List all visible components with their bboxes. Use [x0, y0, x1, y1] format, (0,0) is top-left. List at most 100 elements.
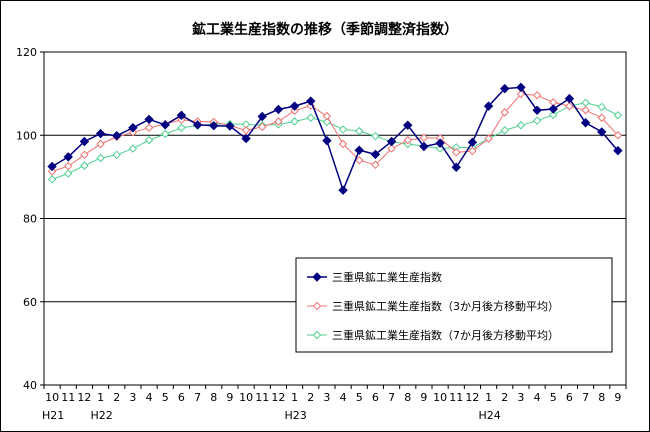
- data-point: [177, 123, 186, 132]
- x-tick-label: 3: [129, 391, 136, 404]
- data-point: [96, 153, 105, 163]
- x-tick-label: 10: [239, 391, 253, 404]
- data-point: [435, 138, 445, 148]
- data-point: [96, 139, 105, 149]
- x-tick-label: 9: [226, 391, 233, 404]
- data-point: [176, 110, 187, 120]
- data-point: [63, 152, 73, 162]
- x-tick-label: 2: [307, 391, 314, 404]
- legend-item: 三重県鉱工業生産指数（7か月後方移動平均）: [307, 328, 559, 342]
- data-point: [128, 123, 138, 133]
- data-point: [371, 160, 380, 170]
- data-point: [516, 82, 526, 93]
- x-tick-label: 7: [194, 391, 201, 404]
- data-point: [403, 136, 412, 145]
- data-point: [144, 136, 154, 145]
- data-point: [354, 145, 364, 155]
- data-point: [597, 102, 606, 112]
- data-point: [532, 116, 542, 125]
- data-point: [338, 185, 348, 195]
- legend-box: [295, 257, 613, 353]
- data-point: [112, 150, 121, 160]
- x-tick-label: 11: [449, 391, 463, 404]
- data-point: [386, 136, 397, 147]
- data-point: [597, 113, 606, 122]
- data-point: [597, 127, 607, 137]
- data-point: [581, 106, 590, 115]
- y-tick-label: 60: [23, 296, 37, 309]
- year-label: H21: [42, 409, 64, 422]
- data-point: [484, 134, 493, 143]
- y-tick-label: 120: [16, 46, 37, 59]
- x-tick-label: 3: [323, 391, 330, 404]
- data-point: [322, 135, 332, 146]
- data-point: [274, 117, 283, 126]
- x-tick-label: 12: [465, 391, 479, 404]
- data-point: [160, 120, 170, 130]
- x-tick-label: 10: [45, 391, 59, 404]
- series-1: [47, 82, 623, 195]
- x-tick-label: 4: [340, 391, 347, 404]
- x-tick-label: 9: [420, 391, 427, 404]
- x-tick-label: 12: [271, 391, 285, 404]
- data-point: [64, 169, 73, 178]
- year-label: H24: [479, 409, 501, 422]
- data-point: [548, 104, 558, 114]
- data-point: [64, 161, 73, 171]
- data-point: [112, 130, 122, 141]
- data-point: [500, 126, 509, 135]
- data-point: [258, 122, 267, 132]
- data-point: [387, 144, 396, 153]
- x-tick-label: 2: [501, 391, 508, 404]
- data-point: [452, 148, 461, 157]
- x-tick-label: 10: [433, 391, 447, 404]
- data-point: [355, 156, 364, 165]
- data-point: [467, 137, 478, 148]
- data-point: [403, 120, 413, 130]
- year-label: H23: [285, 409, 307, 422]
- data-point: [500, 108, 509, 117]
- x-tick-label: 6: [372, 391, 379, 404]
- data-point: [564, 93, 575, 104]
- data-point: [613, 111, 623, 120]
- y-tick-label: 100: [16, 129, 37, 142]
- x-tick-label: 6: [566, 391, 573, 404]
- data-point: [613, 145, 623, 156]
- data-point: [241, 126, 251, 135]
- x-tick-label: 8: [404, 391, 411, 404]
- legend-label: 三重県鉱工業生産指数（3か月後方移動平均）: [332, 299, 559, 313]
- data-point: [355, 126, 364, 136]
- x-tick-label: 5: [356, 391, 363, 404]
- data-point: [500, 83, 510, 94]
- x-tick-label: 9: [614, 391, 621, 404]
- data-point: [192, 120, 203, 130]
- data-point: [47, 167, 57, 176]
- data-point: [257, 111, 267, 122]
- data-point: [516, 89, 526, 99]
- y-tick-label: 80: [23, 213, 37, 226]
- y-axis: 40 60 80 100 120: [16, 46, 44, 392]
- legend-marker: [312, 272, 322, 282]
- legend-marker: [312, 330, 322, 340]
- chart-title: 鉱工業生産指数の推移（季節調整済指数）: [192, 21, 458, 38]
- data-point: [144, 123, 154, 132]
- x-tick-label: 8: [210, 391, 217, 404]
- x-tick-label: 7: [582, 391, 589, 404]
- legend-label: 三重県鉱工業生産指数（7か月後方移動平均）: [332, 328, 559, 342]
- legend-item: 三重県鉱工業生産指数（3か月後方移動平均）: [307, 299, 559, 313]
- legend-item: 三重県鉱工業生産指数: [307, 270, 442, 284]
- legend-label: 三重県鉱工業生産指数: [332, 270, 442, 284]
- x-tick-label: 1: [97, 391, 104, 404]
- data-point: [613, 131, 623, 140]
- data-point: [79, 136, 90, 147]
- x-tick-label: 1: [485, 391, 492, 404]
- data-point: [225, 121, 235, 131]
- data-point: [128, 144, 138, 153]
- data-point: [95, 128, 106, 139]
- x-axis: 10 11 12 1 2 3 4 5 6 7 8 9 10 11 12 1 2 3 4 5 6 7 8 9 10 11 12 1 2 3 4…: [42, 385, 627, 422]
- data-point: [532, 91, 542, 100]
- x-tick-label: 5: [162, 391, 169, 404]
- data-point: [338, 139, 348, 149]
- x-tick-label: 12: [77, 391, 91, 404]
